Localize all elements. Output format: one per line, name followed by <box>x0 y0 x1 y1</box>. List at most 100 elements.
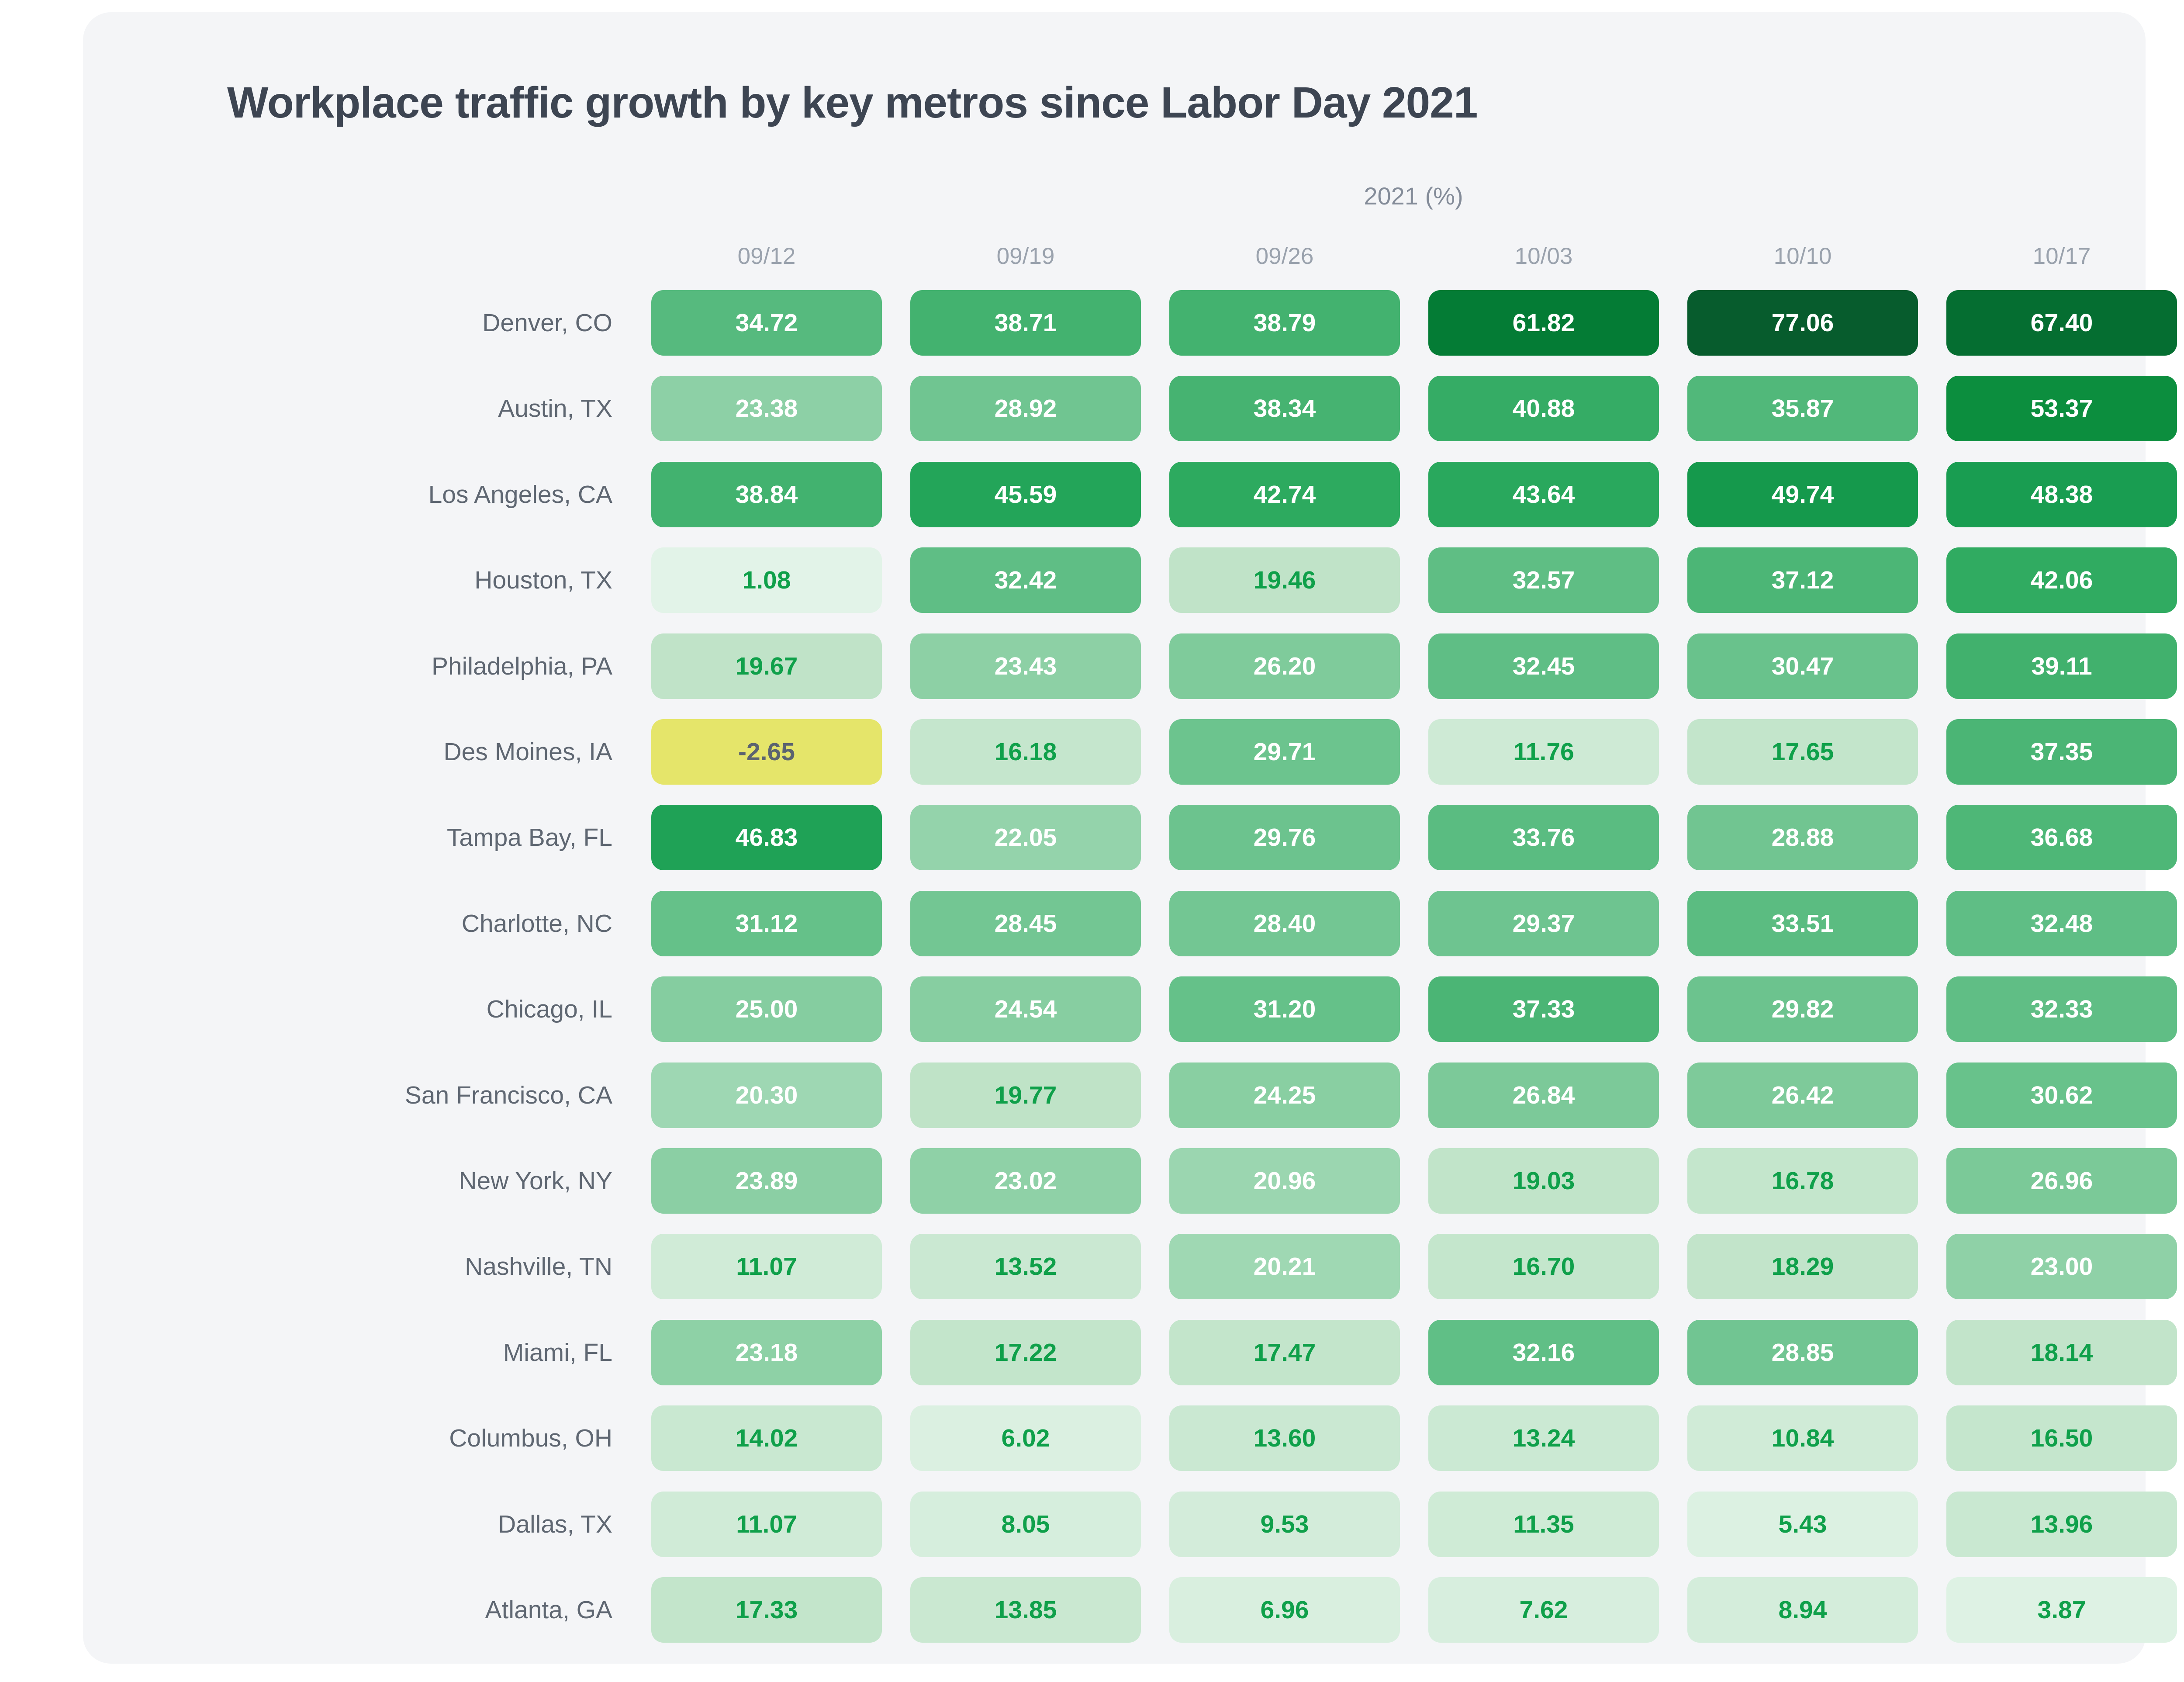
heatmap-cell: 23.89 <box>651 1148 882 1214</box>
heatmap-cell: 26.42 <box>1687 1062 1918 1128</box>
heatmap-cell: 32.57 <box>1428 547 1659 613</box>
heatmap-cell: 48.38 <box>1946 461 2177 527</box>
row-label: New York, NY <box>459 1167 612 1195</box>
heatmap-cell: 38.79 <box>1169 290 1400 356</box>
row-label: Austin, TX <box>498 395 612 423</box>
heatmap-cell: 7.62 <box>1428 1577 1659 1643</box>
column-header: 09/19 <box>996 243 1055 269</box>
heatmap-cell: 3.87 <box>1946 1577 2177 1643</box>
heatmap-cell: 32.42 <box>910 547 1141 613</box>
row-label: Atlanta, GA <box>485 1596 613 1624</box>
heatmap-cell: 67.40 <box>1946 290 2177 356</box>
column-header: 10/03 <box>1514 243 1573 269</box>
row-label: Columbus, OH <box>449 1424 612 1453</box>
heatmap-cell: 24.54 <box>910 976 1141 1042</box>
heatmap-cell: 13.85 <box>910 1577 1141 1643</box>
heatmap-cell: 22.05 <box>910 805 1141 871</box>
heatmap-cell: 28.40 <box>1169 890 1400 956</box>
row-label: Nashville, TN <box>465 1253 612 1281</box>
row-label: Philadelphia, PA <box>431 652 612 680</box>
heatmap-cell: 39.11 <box>1946 633 2177 699</box>
column-header: 09/12 <box>737 243 796 269</box>
heatmap-cell: 16.18 <box>910 719 1141 785</box>
heatmap-cell: 17.65 <box>1687 719 1918 785</box>
heatmap-cell: 45.59 <box>910 461 1141 527</box>
heatmap-cell: 24.25 <box>1169 1062 1400 1128</box>
row-label: Miami, FL <box>503 1338 612 1367</box>
heatmap-cell: 32.45 <box>1428 633 1659 699</box>
heatmap-cell: 14.02 <box>651 1405 882 1471</box>
heatmap-cell: 6.96 <box>1169 1577 1400 1643</box>
heatmap-cell: 19.67 <box>651 633 882 699</box>
column-header: 10/10 <box>1773 243 1832 269</box>
row-label: Charlotte, NC <box>461 909 612 938</box>
heatmap-cell: -2.65 <box>651 719 882 785</box>
heatmap-cell: 28.85 <box>1687 1319 1918 1385</box>
heatmap-cell: 11.35 <box>1428 1491 1659 1557</box>
heatmap-cell: 34.72 <box>651 290 882 356</box>
heatmap-cell: 31.20 <box>1169 976 1400 1042</box>
row-label: Chicago, IL <box>486 995 612 1024</box>
heatmap-cell: 11.07 <box>651 1491 882 1557</box>
heatmap-cell: 5.43 <box>1687 1491 1918 1557</box>
row-label: Houston, TX <box>474 566 612 595</box>
heatmap-cell: 17.22 <box>910 1319 1141 1385</box>
heatmap-cell: 40.88 <box>1428 376 1659 442</box>
heatmap-cell: 10.84 <box>1687 1405 1918 1471</box>
heatmap-cell: 61.82 <box>1428 290 1659 356</box>
heatmap-cell: 29.76 <box>1169 805 1400 871</box>
heatmap-cell: 38.84 <box>651 461 882 527</box>
heatmap-cell: 28.88 <box>1687 805 1918 871</box>
heatmap-cell: 23.43 <box>910 633 1141 699</box>
heatmap-cell: 37.33 <box>1428 976 1659 1042</box>
heatmap-cell: 13.24 <box>1428 1405 1659 1471</box>
heatmap-cell: 20.96 <box>1169 1148 1400 1214</box>
chart-title: Workplace traffic growth by key metros s… <box>227 78 1478 127</box>
row-label: Dallas, TX <box>498 1510 612 1538</box>
column-header: 09/26 <box>1255 243 1314 269</box>
heatmap-cell: 42.06 <box>1946 547 2177 613</box>
heatmap-cell: 53.37 <box>1946 376 2177 442</box>
heatmap-cell: 1.08 <box>651 547 882 613</box>
heatmap-cell: 26.96 <box>1946 1148 2177 1214</box>
heatmap-cell: 16.50 <box>1946 1405 2177 1471</box>
heatmap-cell: 16.78 <box>1687 1148 1918 1214</box>
heatmap-cell: 18.14 <box>1946 1319 2177 1385</box>
heatmap-cell: 37.35 <box>1946 719 2177 785</box>
column-header: 10/17 <box>2032 243 2091 269</box>
heatmap-cell: 11.76 <box>1428 719 1659 785</box>
heatmap-cell: 19.46 <box>1169 547 1400 613</box>
row-label: San Francisco, CA <box>404 1081 612 1109</box>
heatmap-cell: 23.02 <box>910 1148 1141 1214</box>
heatmap-cell: 31.12 <box>651 890 882 956</box>
heatmap-cell: 19.03 <box>1428 1148 1659 1214</box>
heatmap-cell: 20.30 <box>651 1062 882 1128</box>
heatmap-cell: 32.16 <box>1428 1319 1659 1385</box>
heatmap-cell: 9.53 <box>1169 1491 1400 1557</box>
heatmap-cell: 28.45 <box>910 890 1141 956</box>
heatmap-cell: 30.47 <box>1687 633 1918 699</box>
heatmap-cell: 13.96 <box>1946 1491 2177 1557</box>
heatmap-cell: 36.68 <box>1946 805 2177 871</box>
heatmap-cell: 17.33 <box>651 1577 882 1643</box>
heatmap-cell: 32.48 <box>1946 890 2177 956</box>
heatmap-cell: 18.29 <box>1687 1234 1918 1300</box>
heatmap-cell: 23.18 <box>651 1319 882 1385</box>
row-label: Denver, CO <box>482 309 612 337</box>
heatmap-cell: 29.71 <box>1169 719 1400 785</box>
heatmap-cell: 17.47 <box>1169 1319 1400 1385</box>
heatmap-cell: 8.94 <box>1687 1577 1918 1643</box>
heatmap-cell: 26.84 <box>1428 1062 1659 1128</box>
heatmap-cell: 29.82 <box>1687 976 1918 1042</box>
heatmap-cell: 28.92 <box>910 376 1141 442</box>
chart-card: Workplace traffic growth by key metros s… <box>83 12 2177 1664</box>
heatmap-cell: 8.05 <box>910 1491 1141 1557</box>
heatmap-cell: 20.21 <box>1169 1234 1400 1300</box>
row-label: Tampa Bay, FL <box>446 824 612 852</box>
row-label: Los Angeles, CA <box>428 480 612 509</box>
heatmap-cell: 35.87 <box>1687 376 1918 442</box>
heatmap-cell: 38.34 <box>1169 376 1400 442</box>
heatmap-cell: 23.38 <box>651 376 882 442</box>
heatmap-cell: 46.83 <box>651 805 882 871</box>
